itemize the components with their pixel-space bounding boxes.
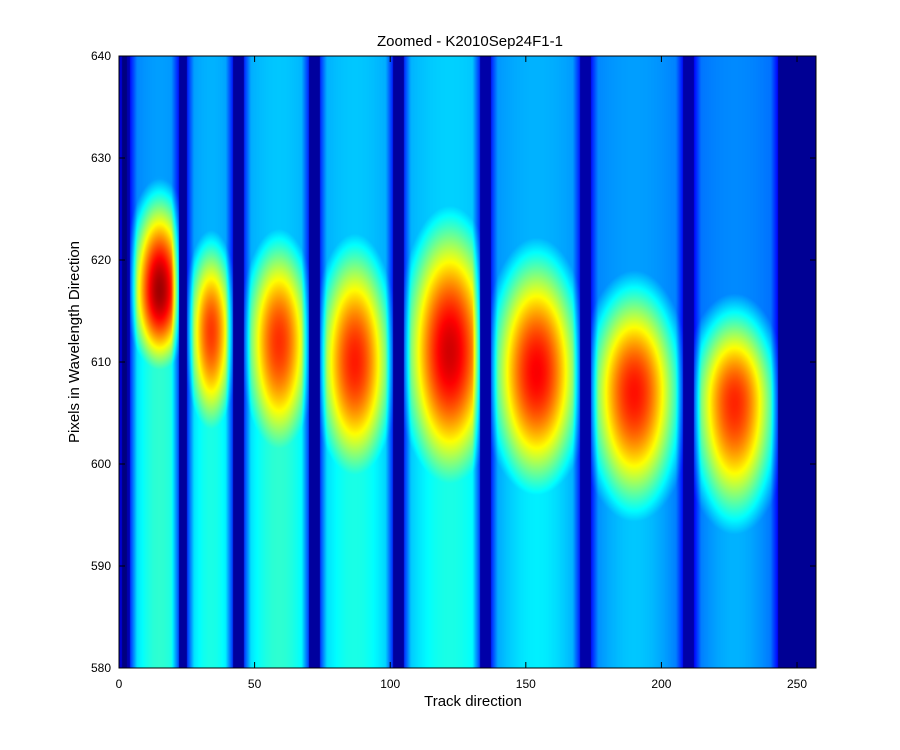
y-tick-label: 590 <box>91 559 111 573</box>
y-tick-label: 600 <box>91 457 111 471</box>
x-tick-label: 50 <box>248 677 262 691</box>
heatmap-area <box>119 56 816 668</box>
x-axis-ticks: 0 50 100 150 200 250 <box>116 56 807 691</box>
y-axis-ticks: 580 590 600 610 620 630 640 <box>91 49 816 675</box>
x-tick-label: 0 <box>116 677 123 691</box>
chart-title: Zoomed - K2010Sep24F1-1 <box>377 33 563 50</box>
y-tick-label: 580 <box>91 661 111 675</box>
y-tick-label: 620 <box>91 253 111 267</box>
x-tick-label: 100 <box>380 677 400 691</box>
y-tick-label: 610 <box>91 355 111 369</box>
y-axis-label: Pixels in Wavelength Direction <box>66 241 83 443</box>
x-axis-label: Track direction <box>424 693 522 710</box>
y-tick-label: 630 <box>91 151 111 165</box>
x-tick-label: 200 <box>651 677 671 691</box>
x-tick-label: 250 <box>787 677 807 691</box>
heatmap-canvas <box>119 56 816 668</box>
y-tick-label: 640 <box>91 49 111 63</box>
x-tick-label: 150 <box>516 677 536 691</box>
